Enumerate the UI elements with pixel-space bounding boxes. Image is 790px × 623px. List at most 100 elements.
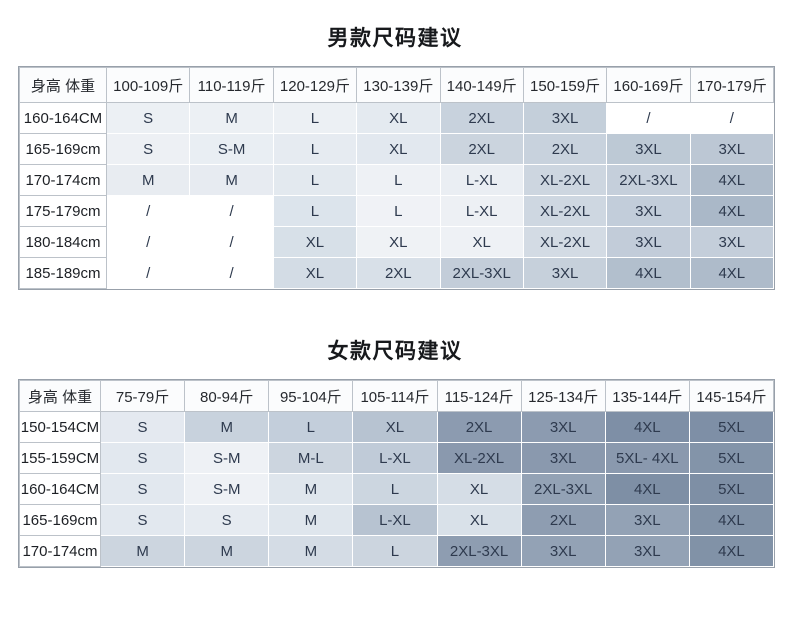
table-row: 155-159CM S S-M M-L L-XL XL-2XL 3XL 5XL- 4XL 5XL [19, 442, 775, 474]
size-cell: 3XL [689, 226, 775, 258]
height-row-label: 160-164CM [19, 473, 101, 505]
womens-size-section: 女款尺码建议 身高 体重 75-79斤 80-94斤 95-104斤 105-114斤 1… [0, 290, 790, 568]
size-cell: L [356, 164, 441, 196]
size-cell: M [184, 411, 270, 443]
size-cell: L [272, 133, 358, 165]
table-row: 180-184cm / / XL XL XL XL-2XL 3XL 3XL [19, 226, 775, 258]
size-cell: 2XL-3XL [436, 535, 522, 567]
size-cell: 4XL [604, 411, 690, 443]
size-cell: S-M [184, 442, 270, 474]
size-cell: 3XL [606, 226, 691, 258]
size-cell: L [272, 164, 358, 196]
empty-size-cell: / [105, 195, 191, 227]
corner-header: 身高 体重 [19, 67, 107, 103]
weight-column-header: 105-114斤 [352, 380, 438, 412]
size-cell: L-XL [439, 164, 524, 196]
header-row: 身高 体重 100-109斤 110-119斤 120-129斤 130-139斤 140… [19, 67, 775, 103]
table-row: 160-164CM S S-M M L XL 2XL-3XL 4XL 5XL [19, 473, 775, 505]
weight-column-header: 115-124斤 [436, 380, 522, 412]
weight-column-header: 130-139斤 [356, 67, 441, 103]
size-cell: XL-2XL [522, 195, 608, 227]
header-row: 身高 体重 75-79斤 80-94斤 95-104斤 105-114斤 115-124斤… [19, 380, 775, 412]
size-cell: M [268, 535, 354, 567]
weight-column-header: 140-149斤 [439, 67, 524, 103]
size-cell: M [268, 504, 354, 536]
womens-size-grid: 身高 体重 75-79斤 80-94斤 95-104斤 105-114斤 115-124斤… [19, 380, 775, 567]
size-cell: L [272, 195, 358, 227]
size-cell: M [189, 102, 274, 134]
size-cell: 4XL [688, 535, 775, 567]
table-row: 170-174cm M M L L L-XL XL-2XL 2XL-3XL 4XL [19, 164, 775, 196]
height-row-label: 160-164CM [19, 102, 107, 134]
size-cell: 3XL [604, 535, 690, 567]
size-cell: XL [272, 226, 358, 258]
size-cell: M [189, 164, 274, 196]
size-cell: 5XL [688, 411, 775, 443]
weight-column-header: 160-169斤 [606, 67, 691, 103]
table-row: 165-169cm S S-M L XL 2XL 2XL 3XL 3XL [19, 133, 775, 165]
empty-size-cell: / [189, 226, 274, 258]
table-row: 165-169cm S S M L-XL XL 2XL 3XL 4XL [19, 504, 775, 536]
size-cell: 4XL [689, 195, 775, 227]
empty-size-cell: / [105, 257, 191, 289]
size-cell: 3XL [606, 133, 691, 165]
size-cell: 2XL [439, 102, 524, 134]
corner-header: 身高 体重 [19, 380, 101, 412]
size-cell: 5XL [688, 473, 775, 505]
empty-size-cell: / [105, 226, 191, 258]
size-cell: L [352, 473, 438, 505]
weight-column-header: 100-109斤 [105, 67, 191, 103]
size-cell: 5XL [688, 442, 775, 474]
size-cell: S [105, 102, 191, 134]
weight-column-header: 150-159斤 [522, 67, 608, 103]
size-cell: L [352, 535, 438, 567]
weight-column-header: 95-104斤 [268, 380, 354, 412]
mens-table-title: 男款尺码建议 [327, 27, 463, 50]
height-row-label: 150-154CM [19, 411, 101, 443]
table-row: 170-174cm M M M L 2XL-3XL 3XL 3XL 4XL [19, 535, 775, 567]
weight-column-header: 80-94斤 [184, 380, 270, 412]
size-cell: XL [356, 133, 441, 165]
size-cell: 2XL [439, 133, 524, 165]
size-cell: 3XL [606, 195, 691, 227]
size-cell: S [105, 133, 191, 165]
size-cell: L [356, 195, 441, 227]
size-cell: L [272, 102, 358, 134]
size-cell: XL [356, 102, 441, 134]
size-cell: XL [436, 473, 522, 505]
size-cell: 2XL [356, 257, 441, 289]
size-cell: XL [436, 504, 522, 536]
height-row-label: 175-179cm [19, 195, 107, 227]
size-cell: S [99, 442, 186, 474]
size-cell: 4XL [688, 504, 775, 536]
size-cell: L-XL [352, 504, 438, 536]
size-cell: 2XL [520, 504, 606, 536]
size-cell: 2XL [436, 411, 522, 443]
empty-size-cell: / [689, 102, 775, 134]
size-cell: XL-2XL [522, 164, 608, 196]
size-cell: L-XL [352, 442, 438, 474]
size-cell: L [268, 411, 354, 443]
height-row-label: 155-159CM [19, 442, 101, 474]
size-cell: XL [356, 226, 441, 258]
size-cell: 4XL [689, 164, 775, 196]
size-cell: XL [439, 226, 524, 258]
size-cell: S [99, 504, 186, 536]
weight-column-header: 110-119斤 [189, 67, 274, 103]
size-cell: XL-2XL [522, 226, 608, 258]
size-cell: L-XL [439, 195, 524, 227]
size-cell: M [184, 535, 270, 567]
weight-column-header: 125-134斤 [520, 380, 606, 412]
size-cell: XL-2XL [436, 442, 522, 474]
size-cell: S [99, 473, 186, 505]
size-cell: XL [272, 257, 358, 289]
height-row-label: 180-184cm [19, 226, 107, 258]
table-row: 160-164CM S M L XL 2XL 3XL / / [19, 102, 775, 134]
mens-size-table: 身高 体重 100-109斤 110-119斤 120-129斤 130-139斤 140… [18, 66, 775, 290]
size-cell: 2XL-3XL [439, 257, 524, 289]
size-cell: 4XL [604, 473, 690, 505]
table-row: 150-154CM S M L XL 2XL 3XL 4XL 5XL [19, 411, 775, 443]
empty-size-cell: / [189, 195, 274, 227]
size-cell: 3XL [522, 257, 608, 289]
height-row-label: 170-174cm [19, 535, 101, 567]
